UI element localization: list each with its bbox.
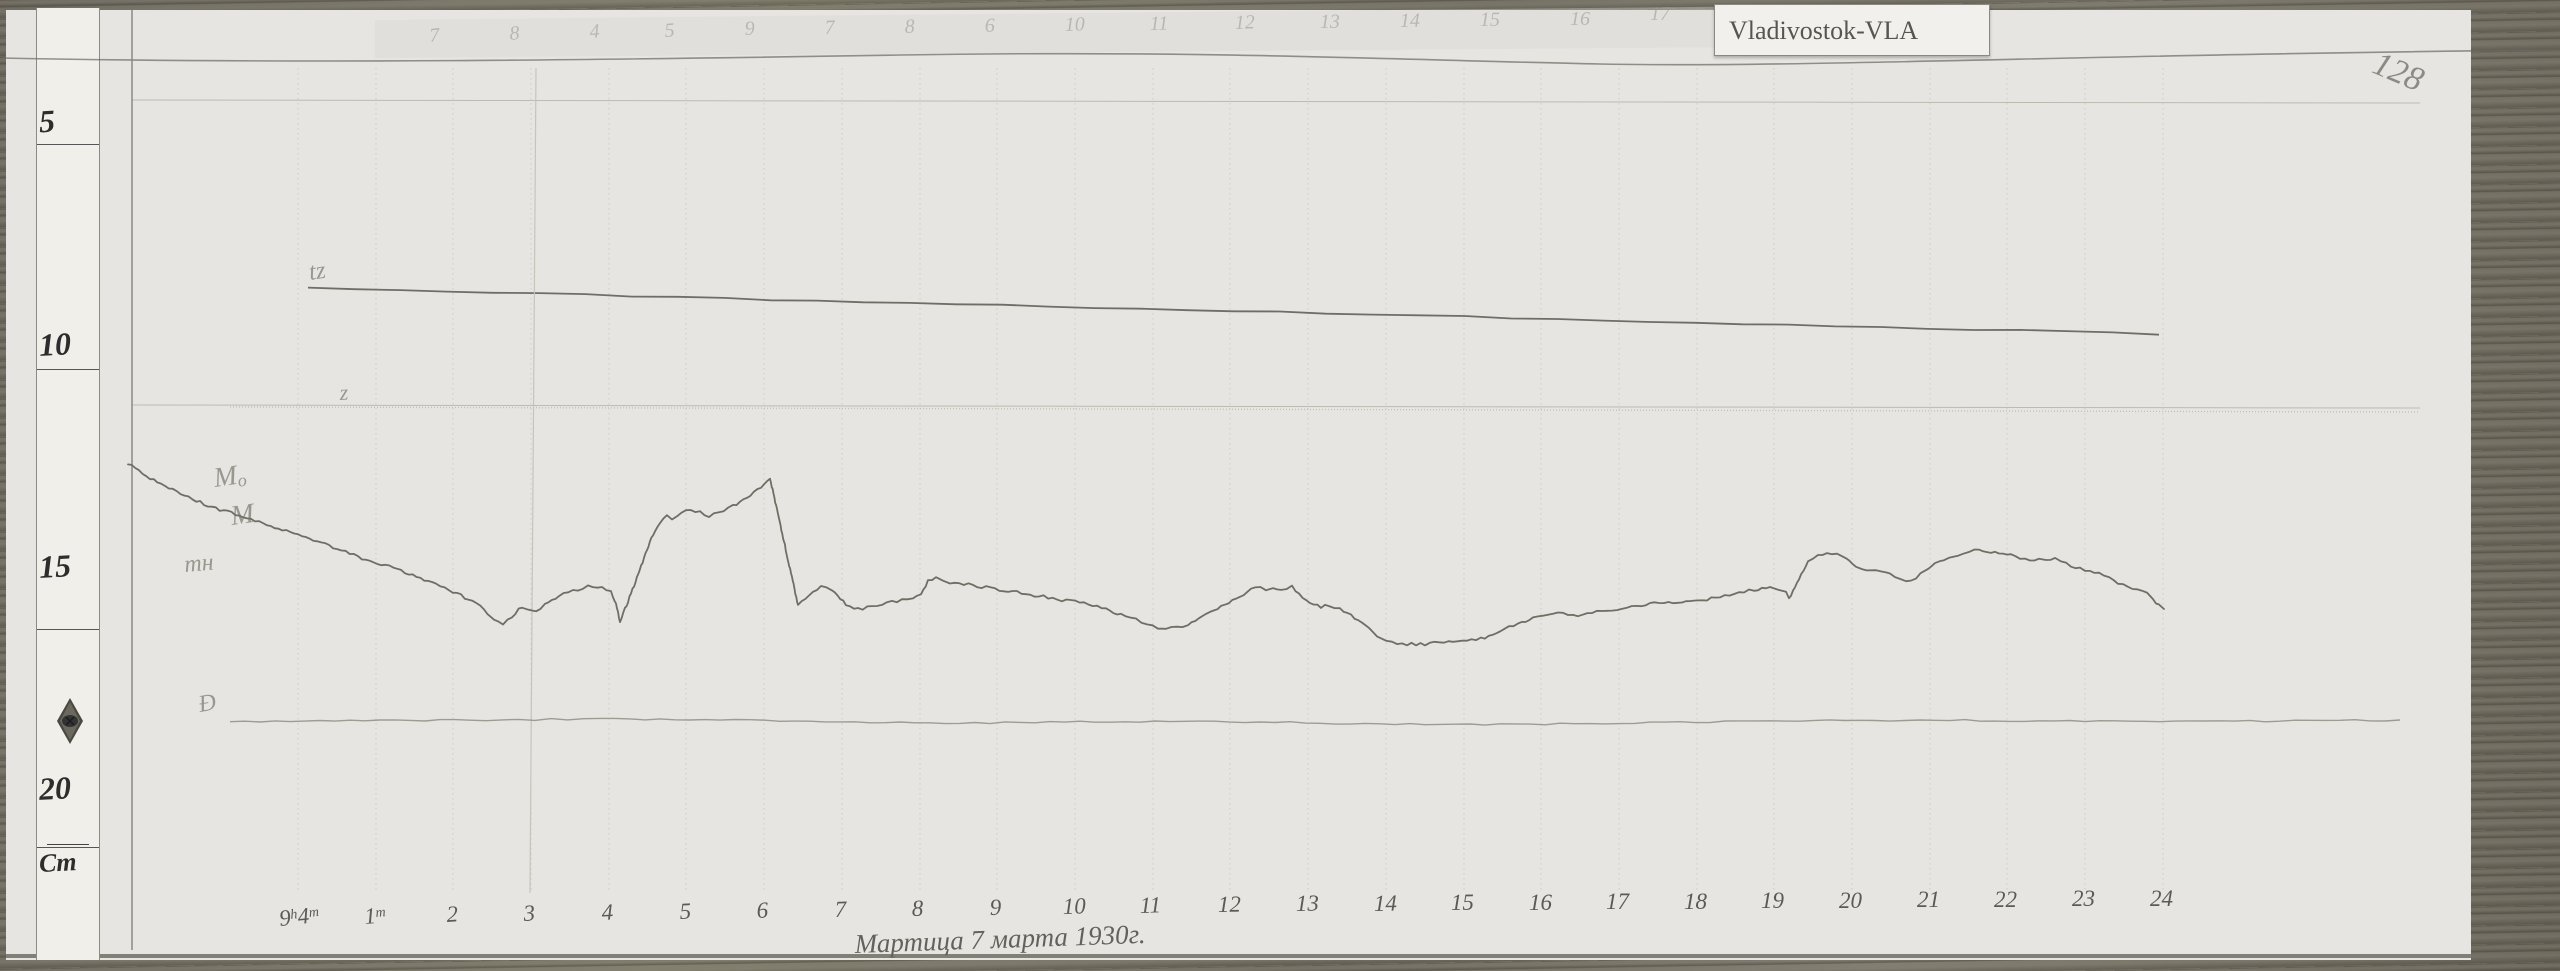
svg-text:1m: 1m [363, 902, 387, 929]
svg-text:7: 7 [834, 897, 848, 922]
svg-text:17: 17 [1606, 889, 1631, 914]
svg-text:тн: тн [183, 550, 214, 578]
svg-text:Мартица 7 марта 1930г.: Мартица 7 марта 1930г. [853, 919, 1146, 959]
svg-text:tz: tz [307, 257, 328, 286]
svg-text:15: 15 [1451, 890, 1474, 915]
svg-text:6: 6 [756, 897, 769, 923]
svg-text:20: 20 [1839, 888, 1863, 913]
svg-text:19: 19 [1761, 888, 1785, 913]
svg-text:Ɖ: Ɖ [196, 689, 219, 718]
svg-text:16: 16 [1529, 890, 1553, 915]
svg-text:21: 21 [1917, 887, 1940, 912]
svg-text:24: 24 [2150, 886, 2173, 911]
svg-text:10: 10 [1062, 893, 1086, 919]
svg-text:23: 23 [2072, 886, 2095, 911]
svg-text:13: 13 [1296, 891, 1319, 916]
svg-text:11: 11 [1139, 892, 1161, 918]
svg-text:M: M [228, 498, 258, 532]
svg-text:Mo: Mo [211, 459, 248, 494]
svg-text:18: 18 [1684, 889, 1708, 914]
svg-text:9h4m: 9h4m [278, 902, 321, 931]
svg-text:4: 4 [601, 899, 614, 925]
svg-text:2: 2 [446, 901, 459, 927]
svg-text:z: z [338, 380, 349, 405]
svg-text:5: 5 [679, 898, 692, 924]
svg-text:22: 22 [1994, 887, 2017, 912]
svg-text:8: 8 [911, 896, 924, 921]
svg-text:9: 9 [989, 895, 1002, 920]
svg-text:14: 14 [1374, 891, 1397, 916]
svg-text:12: 12 [1218, 892, 1241, 917]
svg-text:3: 3 [522, 900, 536, 926]
